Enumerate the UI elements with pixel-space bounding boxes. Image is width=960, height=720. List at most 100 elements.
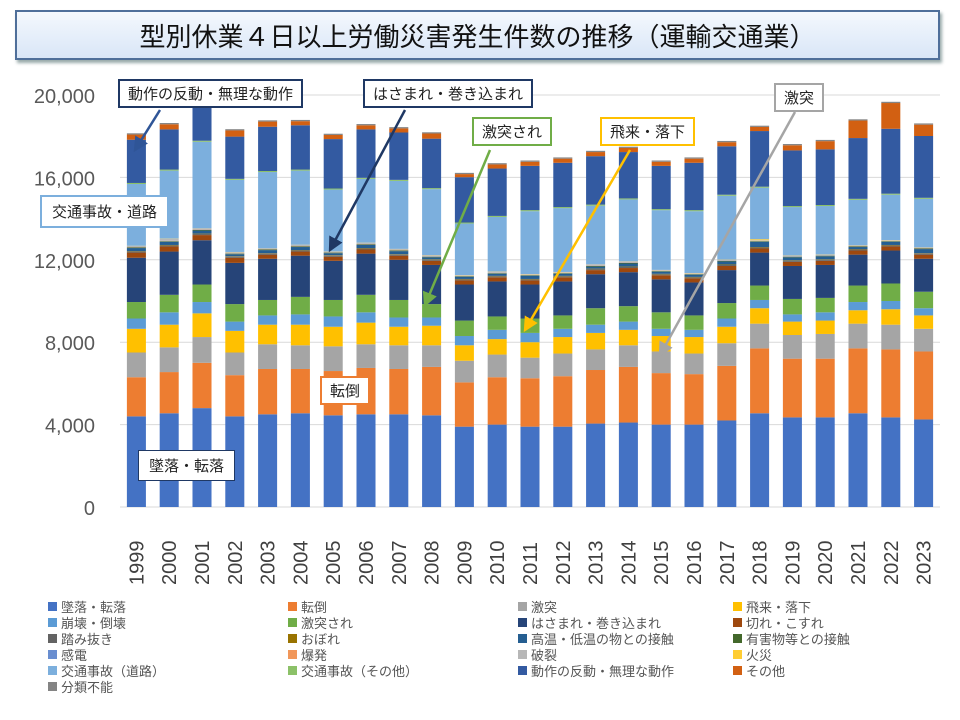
bar-segment (323, 326, 343, 347)
bar-segment (258, 324, 278, 345)
bar-segment (389, 345, 409, 369)
bar-segment (651, 160, 671, 162)
bar-segment (717, 264, 737, 266)
bar-segment (290, 251, 310, 256)
bar-segment (553, 376, 573, 427)
legend-swatch (288, 617, 297, 627)
bar-segment (684, 158, 704, 163)
bar-segment (618, 147, 638, 153)
bar-segment (750, 247, 770, 249)
bar-segment (684, 278, 704, 283)
bar-segment (717, 365, 737, 421)
bar-segment (422, 138, 442, 189)
bar-segment (717, 261, 737, 265)
bar-segment (356, 125, 376, 130)
bar-segment (848, 348, 868, 414)
bar-segment (258, 414, 278, 507)
legend-item: 墜落・転落 (48, 598, 126, 616)
bar-segment (290, 170, 310, 245)
bar-segment (914, 198, 934, 248)
bar-segment (717, 146, 737, 195)
bar-segment (717, 420, 737, 507)
bar-segment (323, 256, 343, 261)
bar-segment (750, 131, 770, 187)
bar-segment (159, 251, 179, 295)
bar-segment (684, 353, 704, 375)
bar-segment (258, 368, 278, 415)
legend-item: はさまれ・巻き込まれ (518, 614, 661, 632)
bar-segment (159, 124, 179, 130)
bar-segment (750, 299, 770, 309)
bar-segment (487, 271, 507, 273)
bar-segment (750, 126, 770, 132)
bar-segment (618, 329, 638, 346)
x-tick-label: 2016 (684, 541, 706, 586)
legend-label: 感電 (61, 648, 88, 664)
bar-segment (586, 265, 606, 267)
x-tick-label: 2004 (290, 541, 312, 586)
bar-segment (159, 324, 179, 348)
bar-segment (815, 256, 835, 260)
bar-segment (618, 152, 638, 199)
bar-segment (422, 255, 442, 257)
bar-segment (454, 279, 474, 281)
bar-segment (454, 426, 474, 507)
bar-segment (126, 352, 146, 378)
legend-swatch (288, 649, 297, 659)
bar-segment (389, 250, 409, 252)
bar-segment (323, 252, 343, 254)
legend-swatch (518, 617, 527, 627)
bar-segment (323, 134, 343, 140)
bar-segment (520, 426, 540, 507)
x-tick-label: 2006 (356, 541, 378, 586)
bar-segment (717, 326, 737, 344)
bar-segment (356, 244, 376, 249)
bar-segment (323, 346, 343, 372)
bar-segment (782, 260, 802, 262)
bar-segment (750, 240, 770, 241)
bar-segment (651, 279, 671, 313)
bar-segment (323, 260, 343, 300)
bars (126, 89, 934, 507)
bar-segment (192, 229, 212, 231)
bar-segment (520, 165, 540, 211)
bar-segment (553, 157, 573, 159)
legend-label: 有害物等との接触 (746, 632, 850, 648)
bar-segment (586, 266, 606, 269)
bar-segment (914, 123, 934, 125)
bar-segment (192, 362, 212, 409)
bar-segment (520, 275, 540, 279)
bar-segment (881, 240, 901, 241)
bar-segment (881, 241, 901, 245)
bar-segment (848, 119, 868, 121)
bar-segment (159, 169, 179, 171)
bar-segment (684, 329, 704, 338)
bar-segment (881, 324, 901, 350)
bar-segment (520, 342, 540, 358)
bar-segment (225, 352, 245, 376)
legend-label: 破裂 (531, 648, 558, 664)
bar-segment (717, 343, 737, 366)
bar-segment (520, 274, 540, 275)
bar-segment (192, 337, 212, 363)
bar-segment (881, 245, 901, 247)
bar-segment (553, 277, 573, 282)
legend-label: 切れ・こすれ (746, 616, 824, 632)
bar-segment (651, 271, 671, 274)
bar-segment (454, 172, 474, 175)
legend-item: 破裂 (518, 646, 558, 664)
legend-swatch (518, 601, 527, 611)
bar-segment (848, 138, 868, 199)
bar-segment (159, 123, 179, 125)
bar-segment (258, 315, 278, 325)
bar-segment (750, 241, 770, 248)
bar-segment (454, 345, 474, 361)
bar-segment (848, 249, 868, 251)
bar-segment (159, 245, 179, 247)
bar-segment (618, 268, 638, 273)
legend-item: おぼれ (288, 630, 340, 648)
bar-segment (881, 246, 901, 251)
bar-segment (618, 262, 638, 264)
bar-segment (520, 280, 540, 285)
bar-segment (454, 284, 474, 321)
